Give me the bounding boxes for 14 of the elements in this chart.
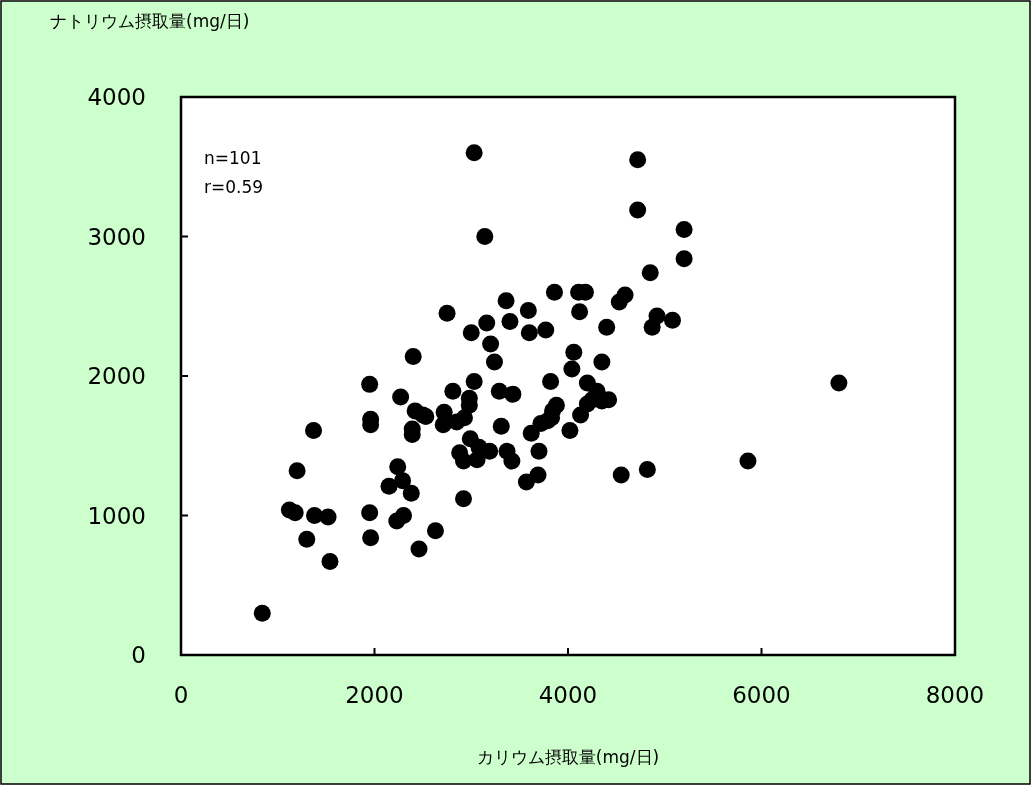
x-tick-label: 4000 (538, 682, 598, 708)
annotation: r=0.59 (204, 177, 264, 197)
x-tick-label: 0 (173, 682, 189, 708)
x-tick-label: 6000 (732, 682, 791, 708)
y-axis-title: ナトリウム摂取量(mg/日) (50, 11, 250, 31)
y-tick-label: 2000 (87, 363, 146, 389)
y-tick-label: 0 (131, 642, 146, 668)
y-tick-label: 3000 (87, 223, 146, 250)
annotation: n=101 (204, 148, 262, 168)
x-tick-label: 8000 (925, 682, 985, 708)
x-tick-label: 2000 (345, 682, 404, 708)
x-axis-title: カリウム摂取量(mg/日) (476, 747, 660, 767)
y-tick-label: 1000 (87, 502, 146, 529)
y-tick-label: 4000 (87, 84, 146, 110)
